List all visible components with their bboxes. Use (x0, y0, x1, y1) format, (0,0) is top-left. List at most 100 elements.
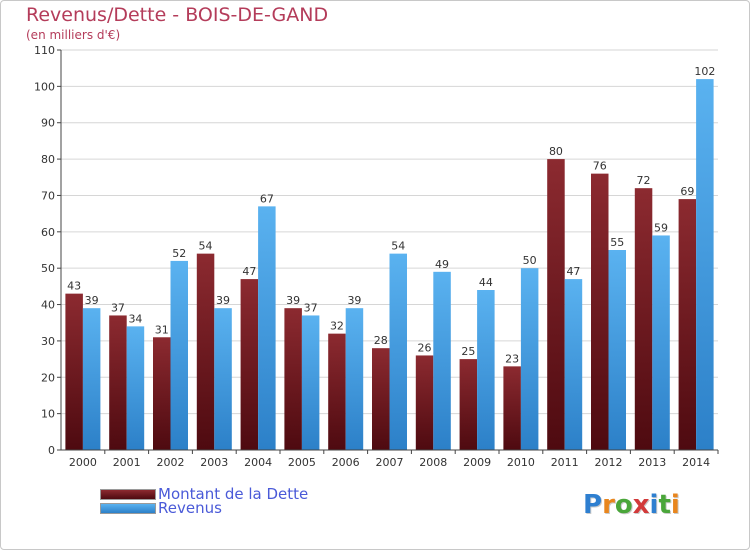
chart-subtitle: (en milliers d'€) (26, 28, 121, 42)
data-label-revenus-2012: 55 (610, 236, 624, 249)
bar-revenus-2001 (126, 326, 145, 450)
bar-revenus-2003 (214, 308, 232, 450)
x-tick-label-2000: 2000 (69, 456, 97, 469)
data-label-revenus-2008: 49 (435, 258, 449, 271)
data-label-revenus-2003: 39 (216, 294, 230, 307)
bar-dette-2014 (678, 199, 697, 450)
bar-dette-2002 (153, 337, 171, 450)
data-label-revenus-2014: 102 (694, 65, 715, 78)
bar-revenus-2010 (520, 268, 539, 450)
legend-swatch-dette (100, 488, 156, 500)
legend-item-dette: Montant de la Dette (100, 485, 309, 503)
data-label-dette-2007: 28 (374, 334, 388, 347)
data-label-revenus-2002: 52 (172, 247, 186, 260)
y-tick-label: 20 (41, 371, 55, 384)
logo-letter: r (602, 490, 615, 520)
data-label-dette-2006: 32 (330, 320, 344, 333)
bar-revenus-2004 (258, 206, 276, 450)
legend-label-dette: Montant de la Dette (158, 485, 309, 503)
y-tick-label: 10 (41, 408, 55, 421)
data-label-dette-2002: 31 (155, 323, 169, 336)
bar-dette-2006 (328, 333, 346, 450)
data-label-revenus-2013: 59 (654, 221, 668, 234)
x-tick-label-2004: 2004 (244, 456, 272, 469)
bar-revenus-2008 (433, 271, 451, 450)
y-tick-label: 110 (34, 44, 55, 57)
bar-dette-2005 (284, 308, 302, 450)
data-label-revenus-2006: 39 (347, 294, 361, 307)
legend-item-revenus: Revenus (100, 501, 222, 516)
y-tick-label: 70 (41, 189, 55, 202)
x-tick-label-2010: 2010 (507, 456, 535, 469)
x-tick-label-2007: 2007 (376, 456, 404, 469)
data-label-dette-2004: 47 (242, 265, 256, 278)
x-tick-label-2014: 2014 (682, 456, 710, 469)
data-label-revenus-2010: 50 (523, 254, 537, 267)
bar-revenus-2000 (82, 308, 101, 450)
bar-revenus-2009 (477, 290, 495, 450)
data-label-dette-2003: 54 (199, 240, 213, 253)
data-label-revenus-2000: 39 (85, 294, 99, 307)
data-label-revenus-2009: 44 (479, 276, 493, 289)
data-label-revenus-2011: 47 (566, 265, 580, 278)
x-tick-label-2009: 2009 (463, 456, 491, 469)
bar-revenus-2011 (564, 279, 583, 450)
data-label-dette-2000: 43 (67, 280, 81, 293)
x-tick-label-2001: 2001 (113, 456, 141, 469)
y-tick-label: 80 (41, 153, 55, 166)
y-tick-label: 100 (34, 80, 55, 93)
x-tick-label-2008: 2008 (419, 456, 447, 469)
data-label-dette-2011: 80 (549, 145, 563, 158)
data-label-dette-2009: 25 (461, 345, 475, 358)
logo-letter: P (583, 490, 603, 520)
y-tick-label: 30 (41, 335, 55, 348)
bar-revenus-2013 (652, 235, 670, 450)
x-tick-label-2002: 2002 (157, 456, 185, 469)
data-label-dette-2001: 37 (111, 301, 125, 314)
bar-revenus-2002 (170, 260, 188, 450)
bar-dette-2004 (240, 279, 259, 450)
data-label-dette-2014: 69 (680, 185, 694, 198)
bar-dette-2008 (415, 355, 434, 450)
y-tick-label: 40 (41, 299, 55, 312)
bar-dette-2009 (459, 359, 478, 450)
bar-revenus-2005 (301, 315, 320, 450)
data-label-revenus-2001: 34 (128, 312, 142, 325)
x-tick-label-2011: 2011 (551, 456, 579, 469)
x-tick-label-2013: 2013 (638, 456, 666, 469)
logo-letter: i (670, 490, 680, 520)
bar-dette-2007 (372, 348, 390, 450)
bar-revenus-2012 (608, 250, 626, 450)
bar-revenus-2014 (696, 79, 714, 450)
proxiti-logo: Proxiti (583, 490, 680, 520)
logo-letter: x (632, 490, 650, 520)
data-label-revenus-2004: 67 (260, 192, 274, 205)
chart-title: Revenus/Dette - BOIS-DE-GAND (26, 4, 329, 26)
data-label-dette-2012: 76 (593, 160, 607, 173)
bar-dette-2001 (109, 315, 127, 450)
bar-dette-2013 (634, 188, 653, 450)
data-label-dette-2013: 72 (637, 174, 651, 187)
y-tick-label: 50 (41, 262, 55, 275)
y-tick-label: 0 (48, 444, 55, 457)
x-tick-label-2005: 2005 (288, 456, 316, 469)
logo-letter: i (649, 490, 659, 520)
logo-letter: t (658, 490, 671, 520)
data-label-revenus-2005: 37 (304, 301, 318, 314)
bar-dette-2000 (65, 293, 83, 450)
data-label-dette-2005: 39 (286, 294, 300, 307)
x-tick-label-2012: 2012 (595, 456, 623, 469)
data-label-dette-2008: 26 (418, 341, 432, 354)
logo-letter: o (614, 490, 633, 520)
x-tick-label-2003: 2003 (200, 456, 228, 469)
bar-revenus-2007 (389, 253, 407, 450)
x-tick-label-2006: 2006 (332, 456, 360, 469)
bar-revenus-2006 (345, 308, 364, 450)
data-label-revenus-2007: 54 (391, 240, 405, 253)
data-label-dette-2010: 23 (505, 352, 519, 365)
y-tick-label: 90 (41, 117, 55, 130)
y-tick-label: 60 (41, 226, 55, 239)
legend-swatch-revenus (100, 502, 156, 514)
bar-dette-2012 (591, 173, 609, 451)
